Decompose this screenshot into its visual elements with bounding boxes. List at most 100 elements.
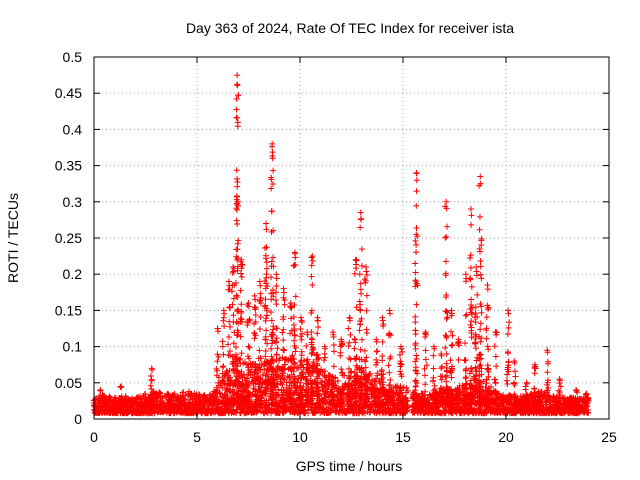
roti-point <box>362 357 369 364</box>
roti-point <box>443 350 450 357</box>
roti-point <box>292 254 299 261</box>
roti-point <box>307 372 314 379</box>
roti-point <box>512 368 519 375</box>
roti-point <box>234 178 241 185</box>
roti-point <box>299 319 306 326</box>
roti-point <box>485 346 492 353</box>
roti-point <box>412 269 419 276</box>
roti-point <box>477 258 484 265</box>
roti-point <box>449 332 456 339</box>
roti-point <box>443 308 450 315</box>
roti-point <box>422 381 429 388</box>
roti-point <box>367 370 374 377</box>
roti-point <box>422 347 429 354</box>
roti-point <box>346 375 353 382</box>
roti-point <box>289 352 296 359</box>
roti-point <box>268 309 275 316</box>
roti-point <box>308 254 315 261</box>
roti-point <box>404 398 411 405</box>
roti-point <box>280 289 287 296</box>
roti-point <box>447 357 454 364</box>
roti-point <box>238 301 245 308</box>
roti-point <box>234 82 241 89</box>
y-tick-label: 0.4 <box>63 121 83 137</box>
roti-point <box>448 342 455 349</box>
roti-point <box>468 318 475 325</box>
roti-point <box>443 258 450 265</box>
roti-point <box>467 255 474 261</box>
roti-point <box>506 319 513 326</box>
roti-point <box>484 286 491 293</box>
roti-point <box>220 317 227 324</box>
roti-point <box>345 343 352 350</box>
roti-point <box>468 296 475 303</box>
roti-point <box>251 335 258 342</box>
roti-point <box>274 345 281 352</box>
roti-point <box>363 268 370 275</box>
x-tick-label: 10 <box>292 429 308 445</box>
roti-point <box>316 371 323 378</box>
roti-point <box>238 350 245 357</box>
roti-point <box>156 389 163 396</box>
roti-point <box>356 271 363 278</box>
roti-point <box>281 301 288 308</box>
roti-point <box>156 389 163 396</box>
roti-point <box>477 338 484 345</box>
roti-point <box>278 380 285 387</box>
roti-point <box>387 310 394 317</box>
roti-point <box>338 366 345 373</box>
roti-point <box>147 373 154 380</box>
roti-point <box>468 283 475 290</box>
roti-point <box>412 358 419 365</box>
roti-point <box>472 319 479 326</box>
roti-point <box>368 405 375 412</box>
roti-point <box>351 270 358 277</box>
roti-point <box>234 246 241 253</box>
roti-point <box>357 209 364 216</box>
y-tick-label: 0.5 <box>63 49 83 65</box>
roti-point <box>367 409 374 416</box>
roti-point <box>353 261 360 268</box>
roti-point <box>251 329 258 336</box>
roti-point <box>357 224 364 231</box>
roti-point <box>220 363 227 370</box>
roti-point <box>252 304 259 311</box>
roti-point <box>305 360 312 367</box>
roti-point <box>314 330 321 337</box>
roti-point <box>118 384 125 391</box>
roti-point <box>358 215 365 222</box>
roti-point <box>281 347 288 354</box>
x-tick-label: 15 <box>395 429 411 445</box>
roti-point <box>299 396 306 403</box>
roti-point <box>309 282 316 289</box>
roti-point <box>214 358 221 365</box>
roti-point <box>262 244 269 251</box>
roti-point <box>531 385 538 392</box>
roti-point <box>330 363 337 370</box>
roti-point <box>472 310 479 317</box>
roti-point <box>413 241 420 248</box>
roti-point <box>238 270 245 277</box>
roti-point <box>463 374 470 381</box>
roti-point <box>351 355 358 362</box>
roti-point <box>413 225 420 232</box>
roti-point <box>280 337 287 344</box>
y-tick-label: 0.25 <box>55 230 82 246</box>
roti-point <box>473 268 480 275</box>
roti-point <box>308 262 315 269</box>
roti-point <box>412 260 419 267</box>
roti-point <box>330 341 337 348</box>
roti-point <box>492 353 499 360</box>
roti-point <box>512 373 519 380</box>
y-tick-label: 0 <box>74 411 82 427</box>
roti-point <box>524 380 531 387</box>
roti-point <box>257 282 264 289</box>
roti-point <box>358 262 365 269</box>
roti-point <box>491 376 498 383</box>
roti-point <box>442 344 449 351</box>
x-tick-label: 0 <box>90 429 98 445</box>
roti-point <box>180 389 187 396</box>
y-tick-label: 0.3 <box>63 194 83 210</box>
roti-point <box>148 377 155 384</box>
roti-point <box>290 314 297 321</box>
